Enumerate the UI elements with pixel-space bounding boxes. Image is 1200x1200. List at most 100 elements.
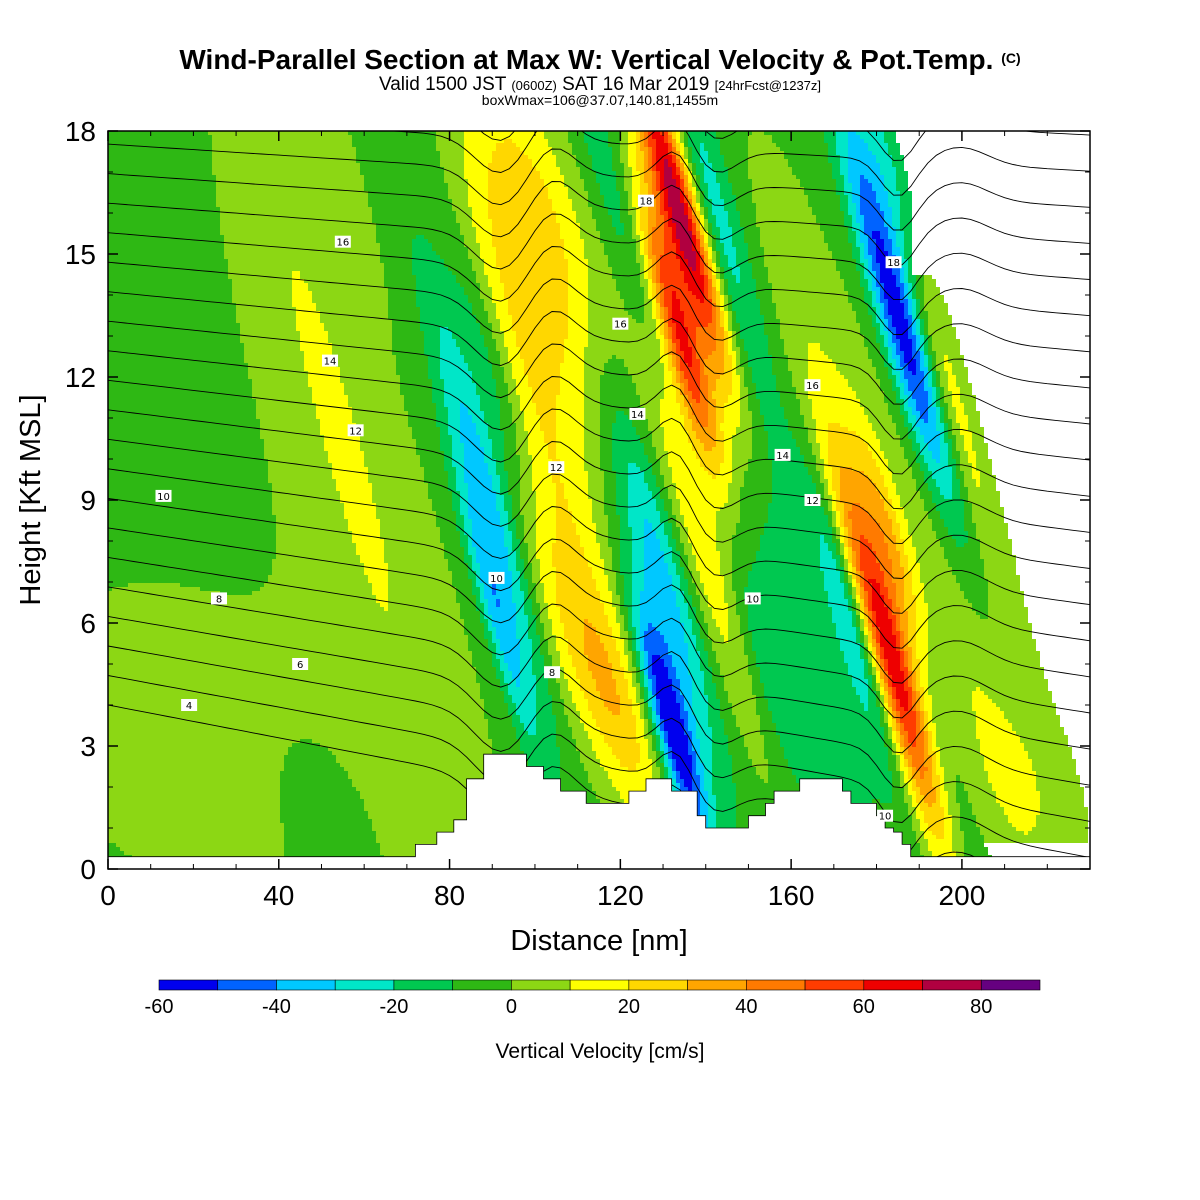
velocity-cell <box>212 147 356 151</box>
velocity-cell <box>108 155 212 159</box>
velocity-cell <box>808 355 828 359</box>
velocity-cell <box>108 467 268 471</box>
velocity-cell <box>584 551 600 555</box>
velocity-cell <box>868 251 876 255</box>
velocity-cell <box>508 303 568 307</box>
velocity-cell <box>512 315 568 319</box>
velocity-cell <box>936 407 940 411</box>
velocity-cell <box>684 395 688 399</box>
velocity-cell <box>384 551 444 555</box>
velocity-cell <box>876 331 880 335</box>
velocity-cell <box>464 131 544 135</box>
velocity-cell <box>672 311 684 315</box>
velocity-cell <box>220 223 376 227</box>
velocity-cell <box>880 207 892 211</box>
velocity-cell <box>752 567 820 571</box>
velocity-cell <box>936 367 944 371</box>
velocity-cell <box>484 595 512 599</box>
velocity-cell <box>560 611 604 615</box>
velocity-cell <box>768 519 828 523</box>
velocity-cell <box>840 515 844 519</box>
velocity-cell <box>688 175 692 179</box>
velocity-cell <box>828 515 832 519</box>
velocity-cell <box>676 131 680 135</box>
velocity-cell <box>844 583 848 587</box>
velocity-cell <box>436 419 448 423</box>
velocity-cell <box>848 603 852 607</box>
velocity-cell <box>852 571 856 575</box>
velocity-cell <box>716 539 732 543</box>
velocity-cell <box>668 147 672 151</box>
velocity-cell <box>880 383 892 387</box>
velocity-cell <box>640 247 644 251</box>
velocity-cell <box>968 423 980 427</box>
velocity-cell <box>912 423 916 427</box>
velocity-cell <box>708 399 716 403</box>
velocity-cell <box>660 407 680 411</box>
velocity-cell <box>668 159 672 163</box>
velocity-cell <box>900 343 912 347</box>
velocity-cell <box>848 151 872 155</box>
velocity-cell <box>612 459 648 463</box>
velocity-cell <box>832 471 840 475</box>
velocity-cell <box>628 371 664 375</box>
velocity-cell <box>688 163 692 167</box>
velocity-cell <box>676 603 688 607</box>
velocity-cell <box>712 391 732 395</box>
velocity-cell <box>732 455 752 459</box>
velocity-cell <box>680 535 688 539</box>
velocity-cell <box>536 519 556 523</box>
velocity-cell <box>292 295 312 299</box>
velocity-cell <box>408 419 436 423</box>
velocity-cell <box>680 587 688 591</box>
velocity-cell <box>868 283 872 287</box>
velocity-cell <box>656 503 664 507</box>
velocity-cell <box>472 587 480 591</box>
velocity-cell <box>960 387 972 391</box>
velocity-cell <box>456 211 472 215</box>
velocity-cell <box>724 343 728 347</box>
velocity-cell <box>828 443 868 447</box>
velocity-cell <box>348 395 404 399</box>
velocity-cell <box>740 407 748 411</box>
velocity-cell <box>508 311 568 315</box>
velocity-cell <box>668 339 672 343</box>
velocity-cell <box>532 467 552 471</box>
velocity-cell <box>460 531 464 535</box>
velocity-cell <box>652 271 656 275</box>
velocity-cell <box>664 239 672 243</box>
velocity-cell <box>820 227 848 231</box>
velocity-cell <box>912 303 916 307</box>
velocity-cell <box>512 583 520 587</box>
velocity-cell <box>880 279 896 283</box>
velocity-cell <box>684 543 692 547</box>
velocity-cell <box>880 351 888 355</box>
velocity-cell <box>936 415 940 419</box>
velocity-cell <box>508 567 516 571</box>
velocity-cell <box>440 151 464 155</box>
velocity-cell <box>900 499 924 503</box>
velocity-cell <box>700 207 704 211</box>
velocity-cell <box>932 523 944 527</box>
velocity-cell <box>872 515 888 519</box>
velocity-cell <box>660 203 664 207</box>
velocity-cell <box>692 167 696 171</box>
velocity-cell <box>700 363 704 367</box>
velocity-cell <box>864 295 872 299</box>
velocity-cell <box>676 591 684 595</box>
velocity-cell <box>728 211 740 215</box>
velocity-cell <box>860 551 876 555</box>
velocity-cell <box>432 395 444 399</box>
velocity-cell <box>668 139 672 143</box>
velocity-cell <box>468 195 488 199</box>
velocity-cell <box>612 355 616 359</box>
velocity-cell <box>844 287 864 291</box>
velocity-cell <box>452 459 464 463</box>
velocity-cell <box>872 263 880 267</box>
velocity-cell <box>848 295 864 299</box>
velocity-cell <box>572 515 592 519</box>
velocity-cell <box>108 247 224 251</box>
velocity-cell <box>708 407 716 411</box>
velocity-cell <box>628 163 636 167</box>
velocity-cell <box>520 475 532 479</box>
